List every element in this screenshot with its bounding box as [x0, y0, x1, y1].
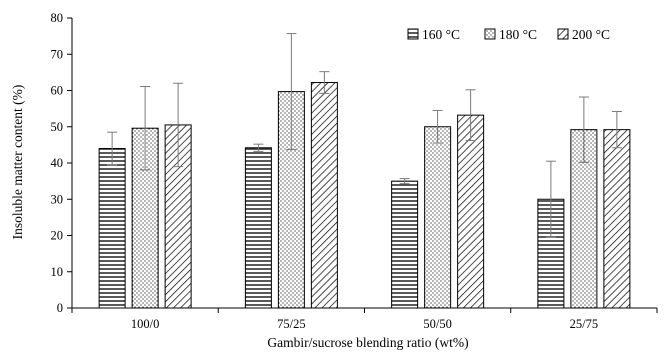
- y-tick-label: 50: [51, 120, 64, 134]
- bar-25-75-series-2: [603, 129, 631, 309]
- bar-25-75-series-0: [537, 198, 565, 309]
- x-tick-label: 75/25: [277, 317, 305, 331]
- y-tick-label: 10: [51, 265, 64, 279]
- legend-swatch-series-1: [484, 28, 496, 40]
- legend-swatch-series-0: [407, 28, 419, 40]
- bars: [98, 82, 631, 309]
- legend-label-series-2: 200 °C: [572, 27, 610, 42]
- bar-75-25-series-2: [310, 82, 338, 309]
- y-tick-label: 20: [51, 229, 64, 243]
- legend-label-series-1: 180 °C: [499, 27, 537, 42]
- bar-100-0-series-0: [98, 148, 126, 309]
- x-tick-label: 100/0: [131, 317, 159, 331]
- y-tick-label: 0: [57, 301, 63, 315]
- legend-swatch-series-2: [557, 28, 569, 40]
- legend-label-series-0: 160 °C: [422, 27, 460, 42]
- y-tick-label: 40: [51, 156, 64, 170]
- bar-50-50-series-1: [424, 126, 452, 309]
- error-bars: [107, 33, 622, 238]
- x-axis-title: Gambir/sucrose blending ratio (wt%): [267, 335, 468, 350]
- x-tick-label: 50/50: [423, 317, 451, 331]
- y-tick-label: 70: [51, 47, 64, 61]
- tick-labels: 0 10 20 30 40 50 60 70 80 100/0 75/25 50/50 25/75: [51, 11, 599, 331]
- y-tick-label: 60: [51, 84, 64, 98]
- y-tick-label: 30: [51, 192, 64, 206]
- bar-50-50-series-0: [391, 180, 419, 309]
- y-axis-title: Insoluble matter content (%): [10, 85, 25, 240]
- x-tick-label: 25/75: [570, 317, 598, 331]
- bar-50-50-series-2: [457, 114, 485, 309]
- bar-75-25-series-0: [244, 147, 272, 309]
- legend: 160 °C 180 °C 200 °C: [407, 27, 610, 42]
- axes: [67, 17, 658, 313]
- y-tick-label: 80: [51, 11, 64, 25]
